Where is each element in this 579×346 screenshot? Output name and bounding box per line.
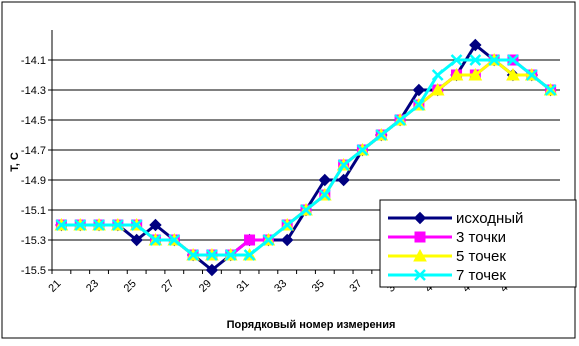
data-point [413,248,427,262]
legend-item: 7 точек [388,267,506,284]
legend-item: исходный [388,210,523,227]
data-point [262,234,275,246]
data-point-stroke [55,219,68,231]
data-point [337,173,350,187]
data-point [544,84,557,96]
data-point-stroke [130,219,143,231]
data-point [468,67,483,81]
y-tick-label: -14.9 [21,175,46,187]
data-point [244,234,256,246]
data-point-stroke [206,249,218,261]
data-point [430,82,445,96]
data-point [469,54,482,66]
data-point [318,173,332,187]
data-point [413,99,425,111]
data-point [414,231,426,243]
data-point-stroke [168,234,181,246]
data-point [111,219,124,231]
data-point-stroke [318,189,331,201]
data-point-stroke [507,54,519,66]
data-point-stroke [243,249,256,261]
legend-item: 5 точек [388,248,506,265]
data-point [337,159,350,171]
data-point-stroke [375,129,388,141]
data-point [187,249,199,261]
data-point [469,38,482,52]
data-point [130,219,143,231]
data-point [412,83,426,97]
data-point-stroke [337,159,350,171]
data-point [507,54,519,66]
data-point [281,219,294,231]
data-point [130,233,143,247]
data-point [243,249,256,261]
data-point [318,189,331,201]
data-point [93,219,105,231]
data-point [394,114,406,126]
y-axis-title: T, C [9,152,21,172]
data-point [431,69,444,81]
data-point-stroke [111,219,124,231]
x-axis-title: Порядковый номер измерения [227,319,396,331]
data-point [413,211,427,225]
data-point [450,54,463,66]
data-point-stroke [544,84,557,96]
data-point-stroke [394,114,406,126]
data-point [449,67,464,81]
y-tick-label: -15.1 [21,205,46,217]
data-point-stroke [431,69,444,81]
data-point-stroke [414,269,426,281]
data-point [414,269,426,281]
data-point [74,219,87,231]
data-point-stroke [413,99,425,111]
data-point-stroke [356,144,369,156]
y-tick-label: -14.7 [21,145,46,157]
legend-label: 5 точек [456,248,506,265]
data-point-stroke [224,249,237,261]
data-point-stroke [187,249,199,261]
legend-item: 3 точки [388,229,506,246]
legend: исходный 3 точки 5 точек 7 точек [379,199,577,288]
data-point-stroke [450,54,463,66]
data-point [300,204,312,216]
legend-label: 7 точек [456,267,506,284]
series-4 [55,54,557,261]
data-point-stroke [93,219,105,231]
series-group [54,38,558,277]
data-point-stroke [74,219,87,231]
data-point-stroke [525,69,538,81]
y-tick-label: -15.3 [21,235,46,247]
data-point [488,54,501,66]
y-tick-label: -14.5 [21,115,46,127]
data-point-stroke [488,54,501,66]
data-point [375,129,388,141]
data-point [280,233,294,247]
data-point [356,144,369,156]
data-point [149,218,162,232]
data-point [168,234,181,246]
data-point-stroke [149,234,162,246]
data-point-stroke [281,219,294,231]
data-point-stroke [469,54,482,66]
y-tick-label: -15.5 [21,265,46,277]
data-point [506,67,520,81]
data-point [149,234,162,246]
y-tick-labels: -14.1 -14.3 -14.5 -14.7 -14.9 -15.1 -15.3 -15.5 [21,55,46,277]
data-point-stroke [300,204,312,216]
data-point [205,263,219,277]
data-point [206,249,218,261]
legend-box [379,199,577,288]
data-point [525,69,538,81]
data-point [224,249,237,261]
data-point [55,219,68,231]
data-point-stroke [262,234,275,246]
legend-label: исходный [456,210,523,227]
y-tick-label: -14.3 [21,85,46,97]
y-tick-label: -14.1 [21,55,46,67]
legend-label: 3 точки [456,229,506,246]
